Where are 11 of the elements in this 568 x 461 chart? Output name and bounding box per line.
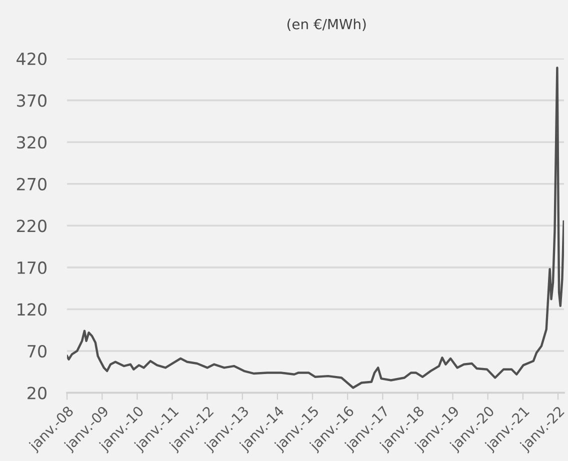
- y-tick-label: 170: [18, 261, 46, 274]
- line-series: [67, 66, 564, 389]
- y-tick-label: 20: [28, 386, 46, 400]
- chart-title: (en €/MWh): [287, 18, 366, 32]
- y-tick-label: 70: [28, 344, 46, 358]
- y-tick-label: 370: [17, 94, 46, 107]
- y-tick-label: 320: [17, 136, 46, 149]
- y-tick-label: 420: [16, 52, 46, 66]
- y-tick-label: 220: [16, 220, 46, 232]
- y-tick-label: 120: [18, 303, 46, 316]
- y-tick-label: 270: [16, 178, 46, 190]
